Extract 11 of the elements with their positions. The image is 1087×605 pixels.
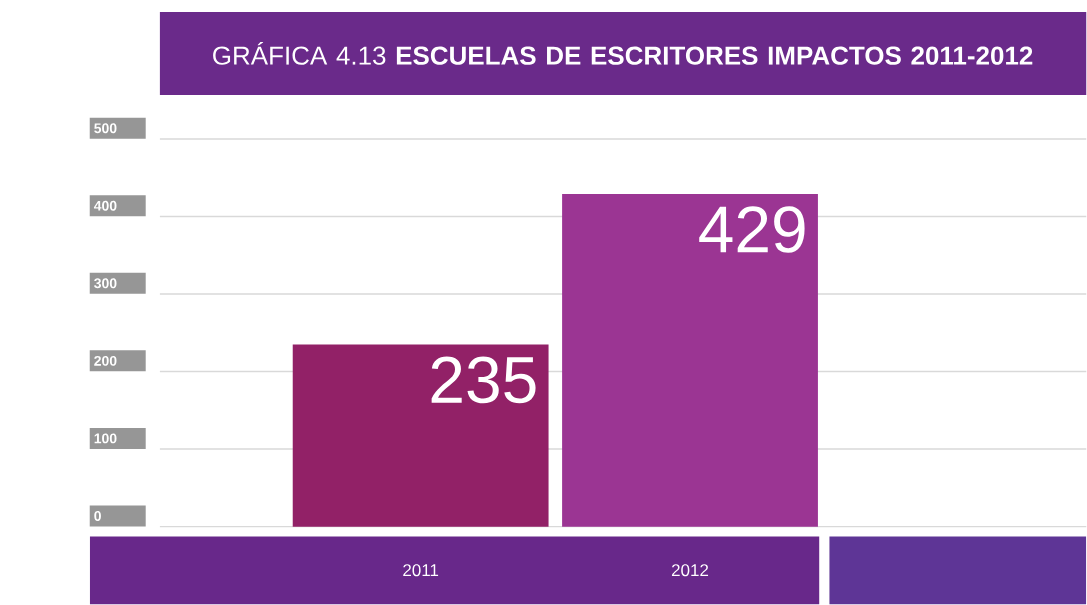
x-tick-label: 2011 <box>403 564 439 577</box>
chart-title: GRÁFICA 4.13 ESCUELAS DE ESCRITORES IMPACTOS 2011-2012 <box>213 42 1033 66</box>
y-tick-label: 200 <box>94 356 117 367</box>
y-tick-label: 0 <box>94 511 101 522</box>
y-tick-label: 400 <box>93 201 117 211</box>
x-tick-label: 2012 <box>671 564 709 577</box>
y-tick-label: 100 <box>94 433 117 444</box>
y-tick-label: 300 <box>94 278 117 289</box>
data-label: 429 <box>699 206 805 254</box>
y-tick-label: 500 <box>94 123 117 134</box>
data-label: 235 <box>431 356 536 404</box>
